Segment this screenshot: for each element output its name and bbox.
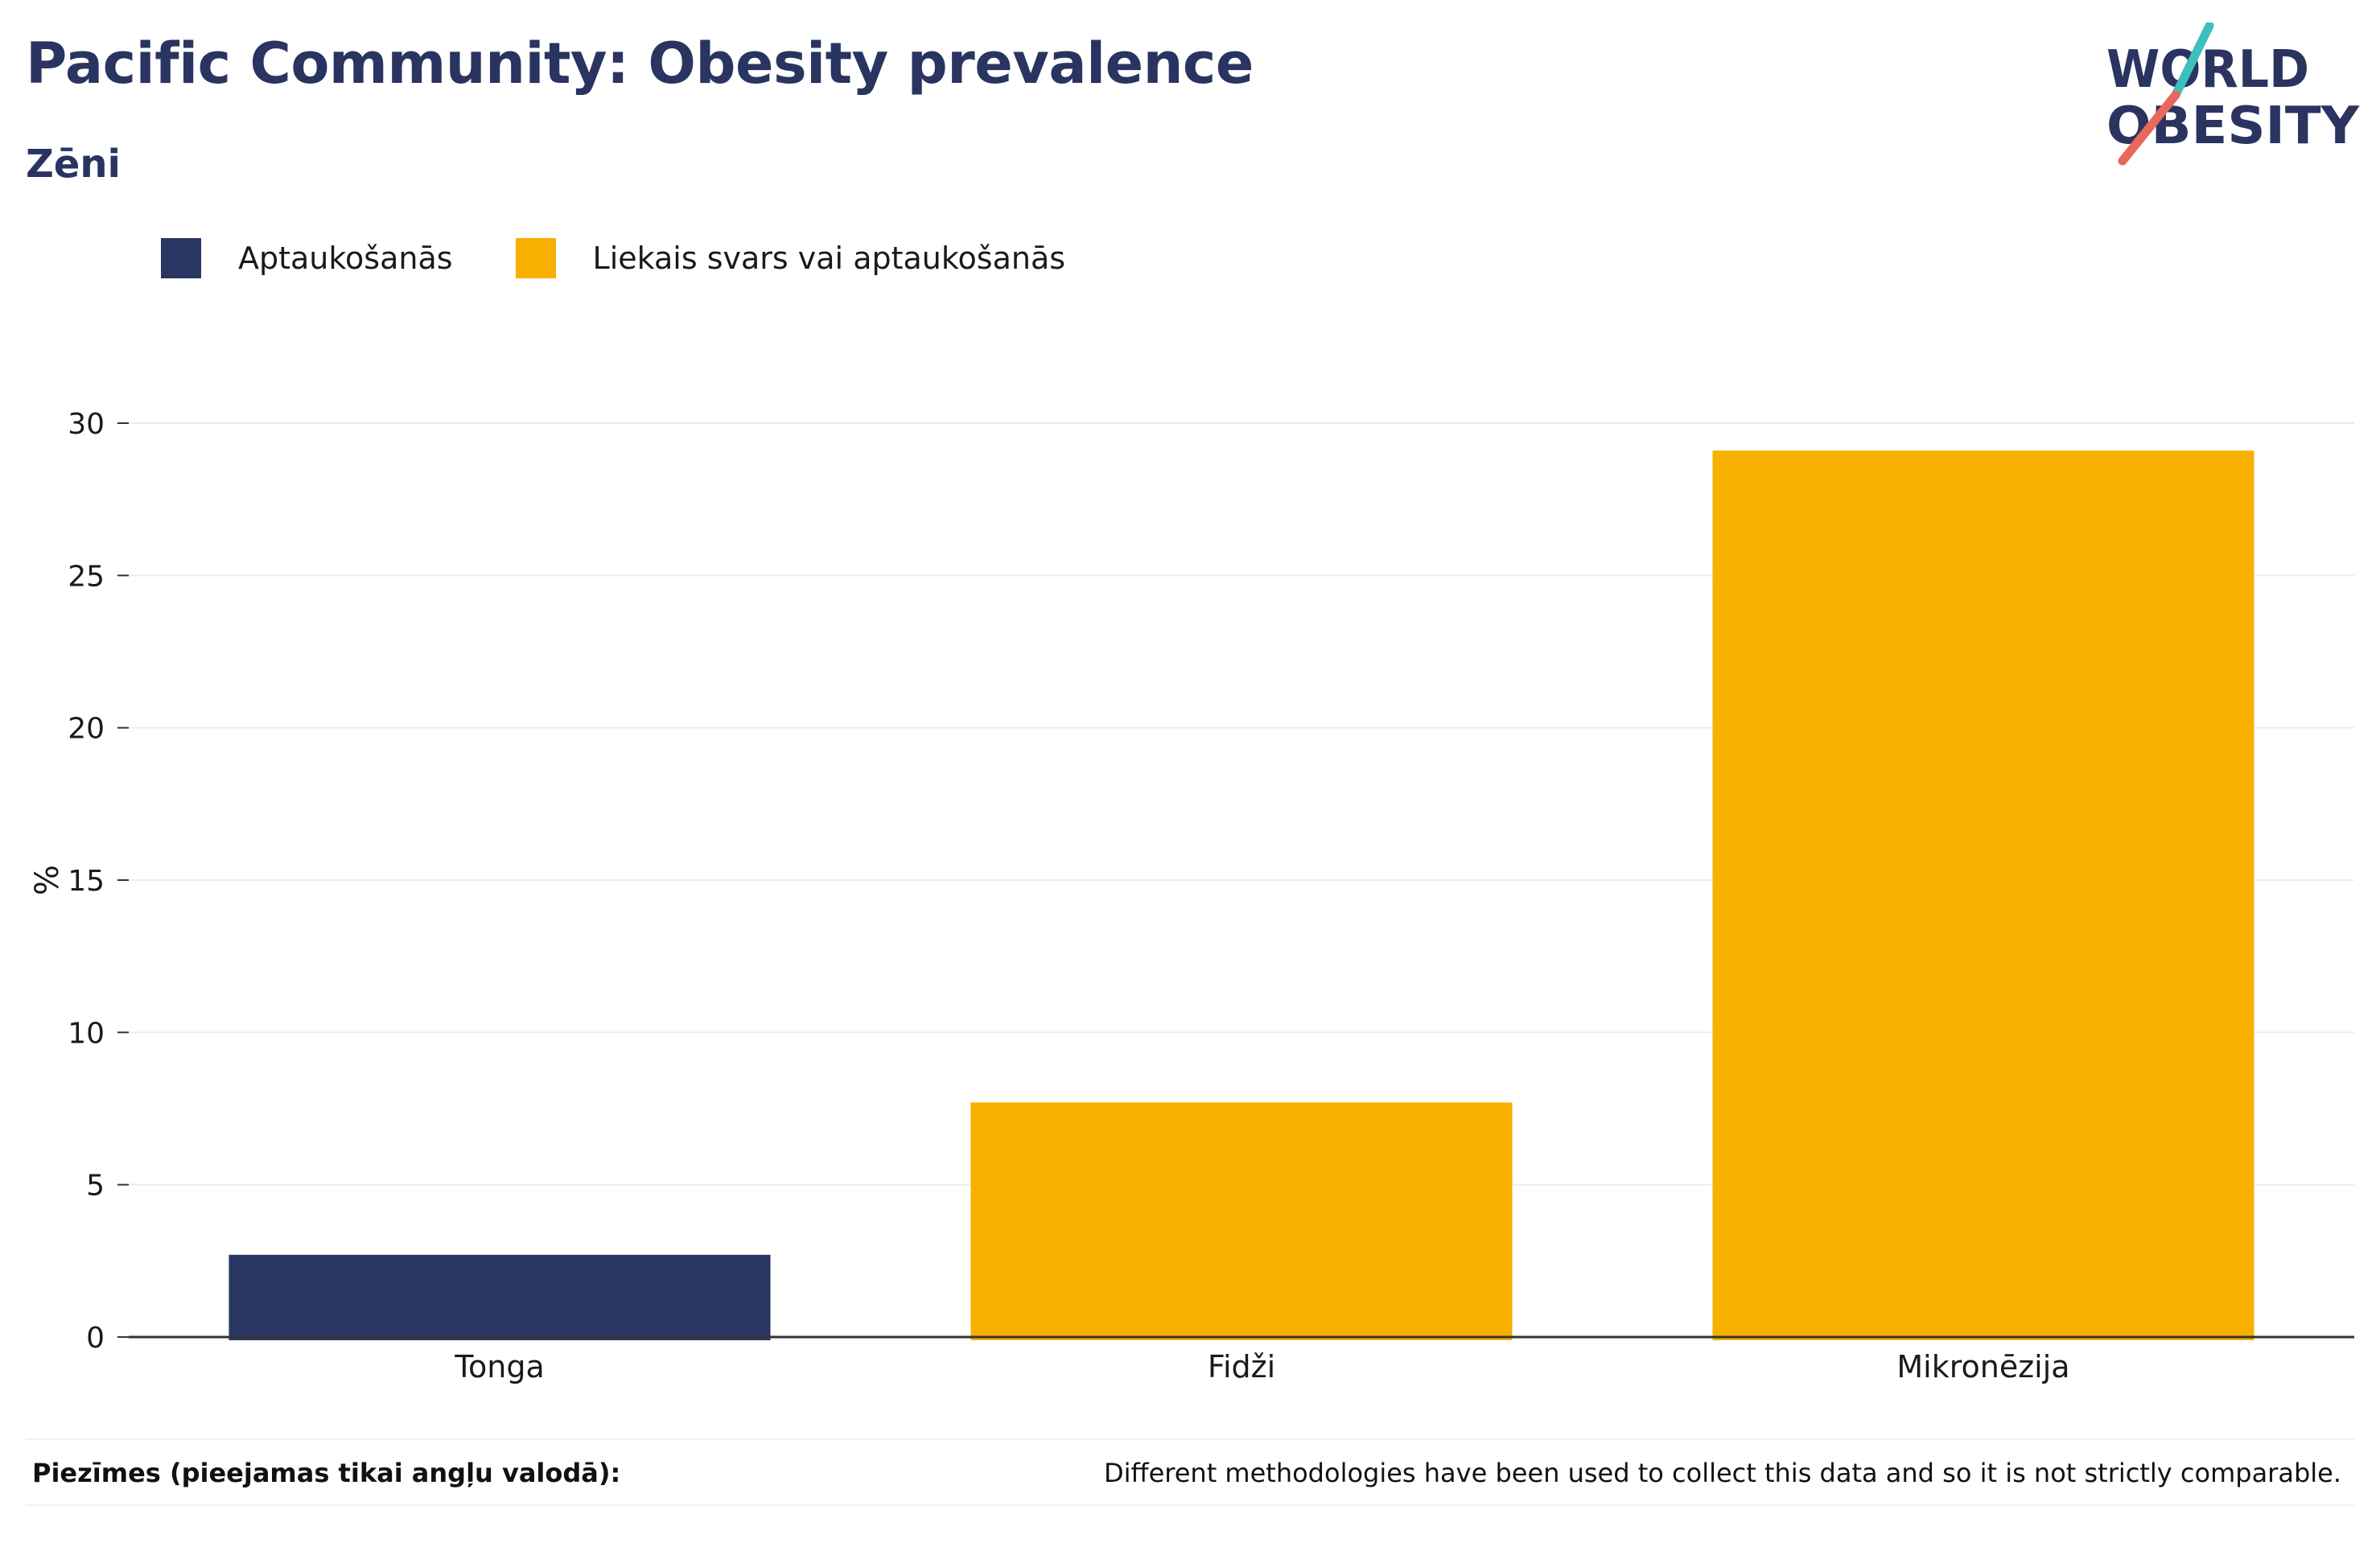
footer-divider-bottom: [26, 1504, 2354, 1506]
y-tick-label: 15: [68, 865, 105, 898]
x-tick-label: Fidži: [1208, 1349, 1275, 1384]
y-axis-label: %: [29, 865, 66, 895]
y-tick-label: 10: [68, 1017, 105, 1050]
legend-label-obesity: Aptaukošanās: [238, 241, 453, 276]
y-tick-label: 20: [68, 713, 105, 746]
bar-1: [229, 1254, 771, 1340]
footer-notes-label: Piezīmes (pieejamas tikai angļu valodā):: [32, 1458, 621, 1488]
legend-swatch-obesity: [161, 238, 201, 278]
y-tick-label: 0: [86, 1322, 105, 1355]
world-obesity-logo: WORLD OBESITY: [2106, 23, 2360, 166]
legend-swatch-overweight-or-obesity: [515, 238, 556, 278]
chart-legend: Aptaukošanās Liekais svars vai aptaukoša…: [161, 238, 1128, 278]
x-tick-label: Tonga: [454, 1349, 545, 1384]
chart-title: Pacific Community: Obesity prevalence: [26, 31, 1254, 97]
y-tick-label: 5: [86, 1170, 105, 1203]
legend-label-overweight-or-obesity: Liekais svars vai aptaukošanās: [592, 241, 1066, 276]
y-tick-label: 30: [68, 408, 105, 441]
chart-subtitle: Zēni: [26, 142, 121, 187]
logo-slash-teal: [2171, 23, 2214, 100]
footer-notes-text: Different methodologies have been used t…: [1104, 1458, 2341, 1488]
footer-divider-top: [26, 1438, 2354, 1440]
y-tick-label: 25: [68, 560, 105, 593]
logo-slash-coral: [2118, 90, 2180, 166]
bar-3: [1712, 451, 2254, 1340]
bar-2: [970, 1102, 1513, 1340]
legend-item-obesity[interactable]: Aptaukošanās: [161, 238, 453, 278]
logo-text-world: WORLD: [2106, 40, 2309, 100]
legend-item-overweight-or-obesity[interactable]: Liekais svars vai aptaukošanās: [515, 238, 1066, 278]
x-tick-label: Mikronēzija: [1896, 1349, 2069, 1384]
